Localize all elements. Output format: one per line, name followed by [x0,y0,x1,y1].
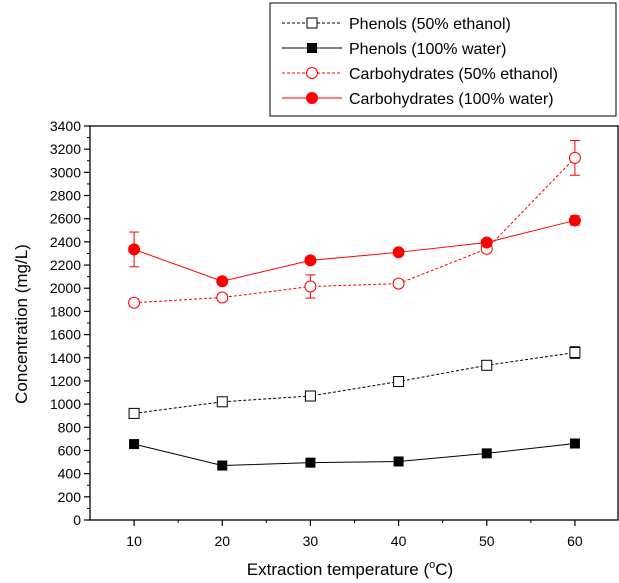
legend-marker [306,17,318,29]
legend-item: Carbohydrates (100% water) [282,91,554,108]
y-tick-label: 200 [58,489,82,505]
legend-label: Carbohydrates (100% water) [349,91,554,108]
x-axis-title-superscript: o [429,559,435,571]
plot-area-border [89,125,619,521]
legend-label: Phenols (50% ethanol) [349,16,511,33]
data-point [217,460,228,471]
y-tick-label: 0 [73,512,81,528]
data-point [569,347,581,359]
legend-label: Carbohydrates (50% ethanol) [349,66,558,83]
data-point [481,448,492,459]
series-2 [129,438,580,471]
data-point [216,275,229,288]
x-tick-label: 50 [479,533,495,549]
x-tick-label: 30 [303,533,319,549]
data-point [480,236,493,249]
data-point [569,438,580,449]
legend-item: Carbohydrates (50% ethanol) [282,66,558,83]
legend-box [269,2,617,117]
plot-frame [89,125,619,521]
data-point [392,277,405,290]
y-tick-label: 400 [58,466,82,482]
data-point [129,439,140,450]
series-4 [128,214,581,288]
data-point [393,376,405,388]
data-point [304,280,317,293]
data-point [304,254,317,267]
y-tick-label: 1800 [50,303,81,319]
legend: Phenols (50% ethanol) Phenols (100% water… [269,2,617,117]
data-point [128,243,141,256]
x-axis-title-end: C) [435,560,453,579]
x-tick-label: 20 [214,533,230,549]
x-axis-title: Extraction temperature (oC) [247,559,453,579]
series-line [134,157,576,304]
y-tick-label: 600 [58,442,82,458]
y-axis-title: Concentration (mg/L) [12,244,31,404]
data-point [305,457,316,468]
data-point [392,246,405,259]
legend-item: Phenols (50% ethanol) [282,16,511,33]
y-tick-label: 3400 [50,118,81,134]
data-point [128,296,141,309]
y-tick-label: 3000 [50,164,81,180]
y-tick-label: 2600 [50,211,81,227]
y-tick-label: 1400 [50,350,81,366]
series-line [133,443,575,467]
y-tick-label: 800 [58,419,82,435]
series-3 [128,139,581,309]
y-tick-label: 1000 [50,396,81,412]
legend-item: Phenols (100% water) [282,41,506,58]
y-tick-label: 3200 [50,141,81,157]
legend-marker [307,43,317,53]
y-tick-label: 2200 [50,257,81,273]
y-tick-label: 2000 [50,280,81,296]
series-layer [128,139,581,471]
legend-marker [306,92,318,104]
y-tick-label: 1600 [50,327,81,343]
series-line [134,352,575,414]
data-point [393,456,404,467]
legend-label: Phenols (100% water) [349,41,506,58]
x-tick-label: 10 [126,533,142,549]
x-tick-label: 60 [567,533,583,549]
data-point [216,396,228,408]
x-axis-title-main: Extraction temperature ( [247,560,430,579]
y-tick-label: 2400 [50,234,81,250]
data-point [216,291,229,304]
x-axis: 10 20 30 40 50 60 [126,520,583,549]
legend-marker [306,67,318,79]
data-point [128,407,140,419]
y-tick-label: 2800 [50,188,81,204]
x-tick-label: 40 [391,533,407,549]
y-tick-label: 1200 [50,373,81,389]
series-line [133,219,576,282]
data-point [304,390,316,402]
data-point [481,359,493,371]
data-point [568,214,581,227]
series-1 [128,346,581,419]
y-axis: 0 200 400 600 800 1000 1200 1400 1600 1800 2000 220… [50,118,90,528]
data-point [568,151,581,164]
